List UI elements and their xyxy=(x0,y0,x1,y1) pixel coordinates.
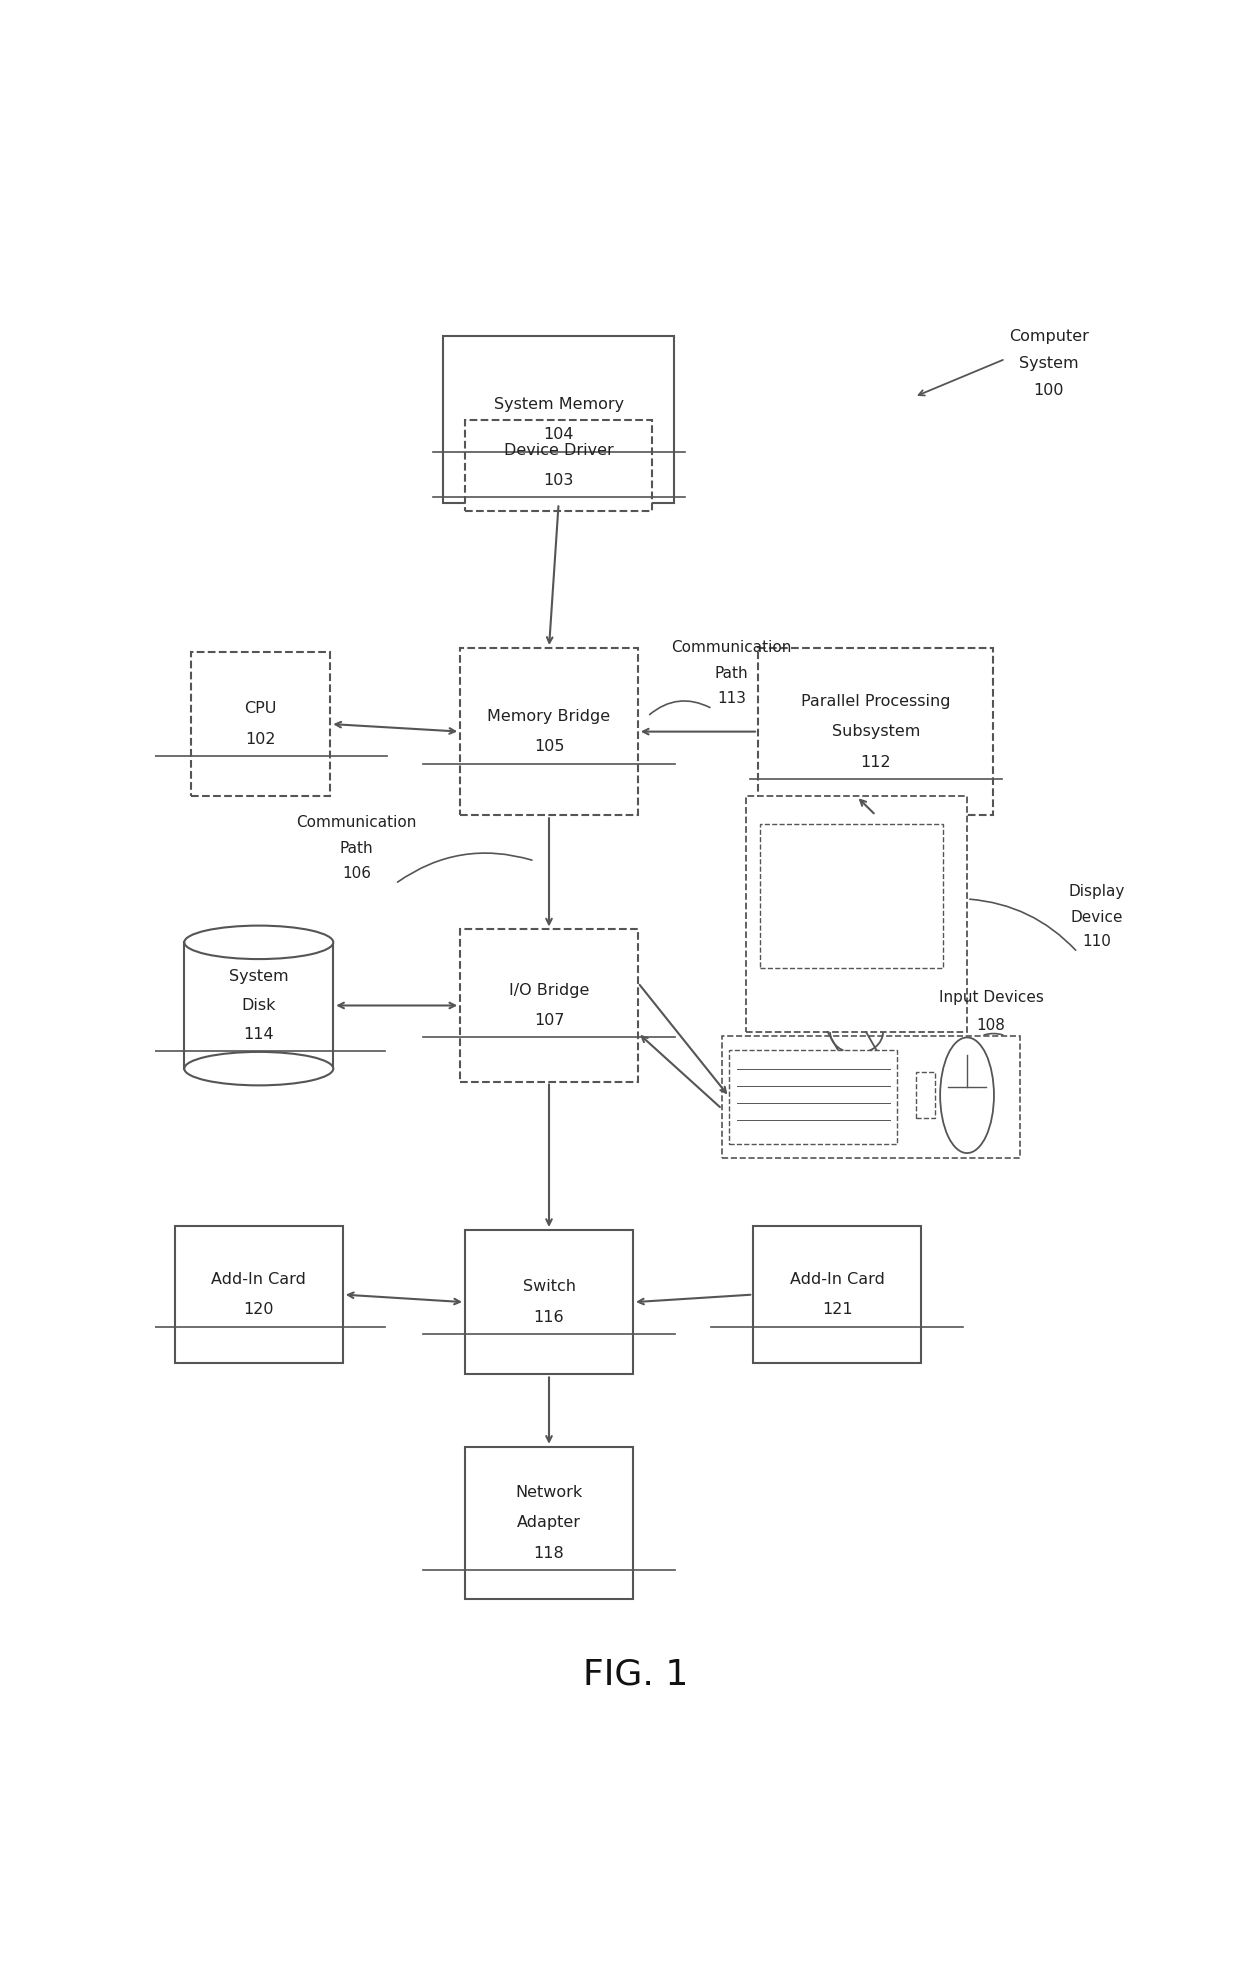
Bar xyxy=(916,1073,935,1118)
Text: 102: 102 xyxy=(246,731,277,747)
Text: 108: 108 xyxy=(977,1018,1006,1033)
Bar xyxy=(191,652,330,796)
Text: 121: 121 xyxy=(822,1302,853,1318)
Text: 110: 110 xyxy=(1083,935,1111,948)
Text: Disk: Disk xyxy=(242,998,277,1014)
Text: Add-In Card: Add-In Card xyxy=(790,1273,885,1286)
Bar xyxy=(722,1035,1019,1158)
Text: Parallel Processing: Parallel Processing xyxy=(801,694,951,709)
Text: I/O Bridge: I/O Bridge xyxy=(508,982,589,998)
Text: Adapter: Adapter xyxy=(517,1516,582,1529)
Text: Path: Path xyxy=(714,666,749,682)
Text: Add-In Card: Add-In Card xyxy=(211,1273,306,1286)
Text: Device: Device xyxy=(1070,909,1123,925)
Text: FIG. 1: FIG. 1 xyxy=(583,1658,688,1691)
Text: 113: 113 xyxy=(717,692,746,705)
Bar xyxy=(760,824,942,968)
Text: System: System xyxy=(1019,356,1079,371)
Bar xyxy=(465,1229,634,1375)
Bar xyxy=(185,943,334,1069)
Bar xyxy=(460,929,637,1081)
Text: 105: 105 xyxy=(533,739,564,755)
Text: Path: Path xyxy=(340,842,373,856)
Text: Communication: Communication xyxy=(671,640,792,656)
Ellipse shape xyxy=(185,1051,334,1085)
Text: 112: 112 xyxy=(861,755,892,769)
Text: 100: 100 xyxy=(1033,383,1064,399)
Bar xyxy=(729,1049,898,1144)
Bar xyxy=(758,648,993,816)
Bar xyxy=(175,1225,343,1363)
Bar xyxy=(465,1446,634,1599)
Bar xyxy=(465,419,652,512)
Ellipse shape xyxy=(940,1037,994,1154)
Text: Network: Network xyxy=(516,1484,583,1500)
Text: Input Devices: Input Devices xyxy=(939,990,1044,1006)
Ellipse shape xyxy=(185,925,334,958)
Bar xyxy=(746,796,967,1031)
Text: Device Driver: Device Driver xyxy=(503,443,614,458)
Text: Subsystem: Subsystem xyxy=(832,723,920,739)
Text: Display: Display xyxy=(1069,883,1125,899)
Text: Communication: Communication xyxy=(296,816,417,830)
Text: 114: 114 xyxy=(243,1028,274,1041)
Text: Computer: Computer xyxy=(1009,328,1089,344)
Bar xyxy=(753,1225,921,1363)
Bar xyxy=(460,648,637,816)
Text: 116: 116 xyxy=(533,1310,564,1324)
Text: 107: 107 xyxy=(533,1014,564,1028)
Bar xyxy=(444,336,675,504)
Text: 104: 104 xyxy=(543,427,574,443)
Text: Switch: Switch xyxy=(522,1280,575,1294)
Text: 118: 118 xyxy=(533,1545,564,1561)
Text: System Memory: System Memory xyxy=(494,397,624,411)
Text: CPU: CPU xyxy=(244,701,277,715)
Text: 103: 103 xyxy=(543,472,574,488)
Text: Memory Bridge: Memory Bridge xyxy=(487,709,610,723)
Text: 120: 120 xyxy=(243,1302,274,1318)
Text: 106: 106 xyxy=(342,865,371,881)
Text: System: System xyxy=(229,968,289,984)
